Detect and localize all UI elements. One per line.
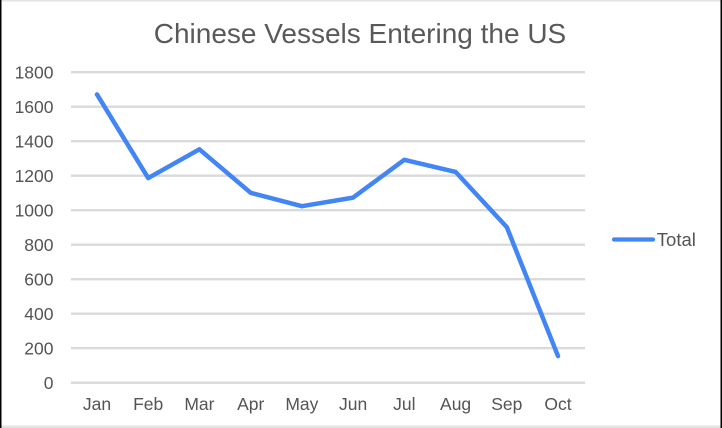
- svg-text:Jun: Jun: [339, 394, 367, 414]
- svg-text:Sep: Sep: [491, 394, 522, 414]
- svg-text:400: 400: [24, 304, 53, 324]
- svg-text:Chinese Vessels Entering the U: Chinese Vessels Entering the US: [154, 18, 566, 49]
- svg-text:200: 200: [24, 338, 53, 358]
- svg-text:600: 600: [24, 269, 53, 289]
- svg-text:Apr: Apr: [237, 394, 264, 414]
- svg-text:Jan: Jan: [83, 394, 111, 414]
- svg-text:1600: 1600: [15, 97, 54, 117]
- svg-text:Jul: Jul: [393, 394, 415, 414]
- svg-text:Total: Total: [657, 229, 696, 250]
- svg-text:May: May: [285, 394, 318, 414]
- svg-text:1200: 1200: [15, 166, 54, 186]
- svg-text:1400: 1400: [15, 131, 54, 151]
- svg-text:1000: 1000: [15, 200, 54, 220]
- svg-text:800: 800: [24, 235, 53, 255]
- svg-text:Mar: Mar: [184, 394, 214, 414]
- svg-text:0: 0: [44, 373, 54, 393]
- svg-text:Feb: Feb: [133, 394, 163, 414]
- svg-text:Aug: Aug: [440, 394, 471, 414]
- svg-text:1800: 1800: [15, 62, 54, 82]
- svg-text:Oct: Oct: [544, 394, 571, 414]
